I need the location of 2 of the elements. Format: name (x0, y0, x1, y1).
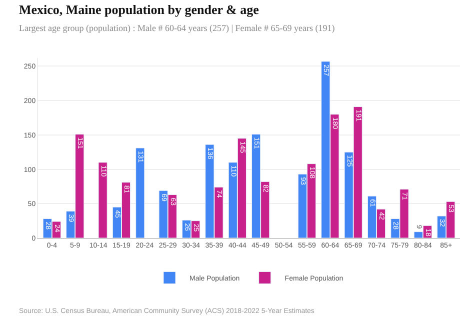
chart-title: Mexico, Maine population by gender & age (18, 2, 260, 18)
chart-subtitle: Largest age group (population) : Male # 60-64 years (257) | Female # 65-69 years (191) (18, 23, 335, 34)
